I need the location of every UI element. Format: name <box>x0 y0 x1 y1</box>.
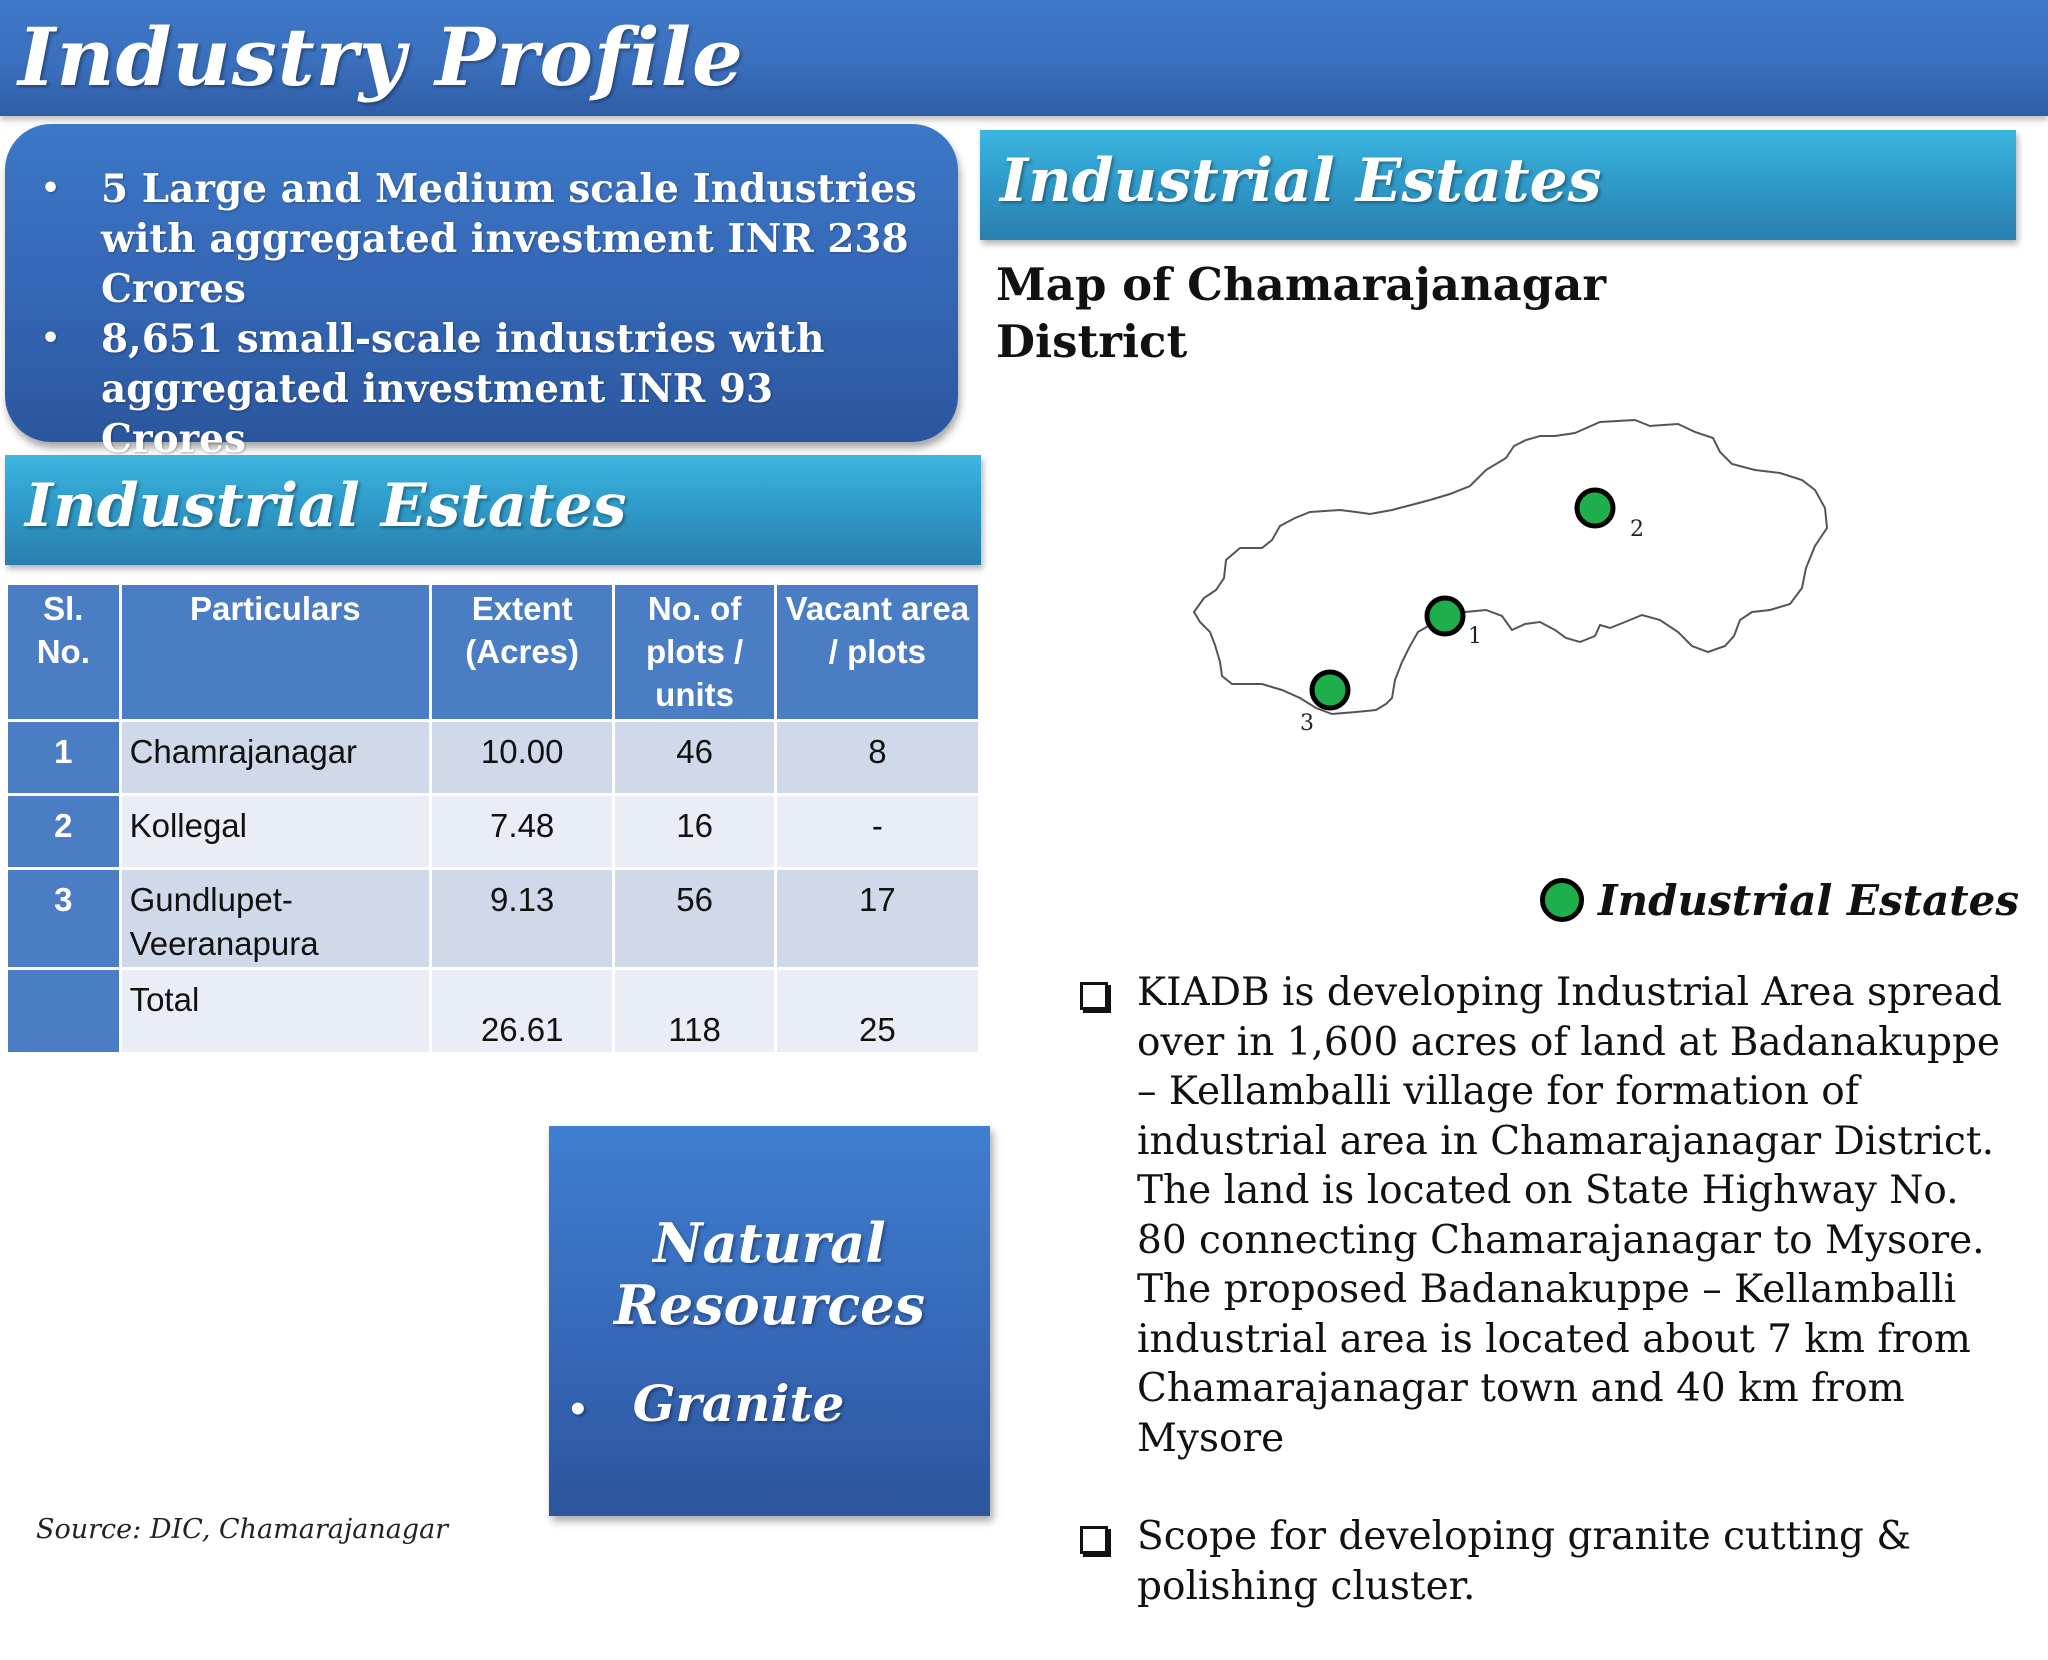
district-outline <box>1192 418 1829 716</box>
row-number: 1 <box>5 719 122 796</box>
industrial-estates-band-left: Industrial Estates <box>5 455 981 565</box>
intro-bullet-text: 5 Large and Medium scale Industries with… <box>101 166 917 312</box>
note-text: Scope for developing granite cutting & p… <box>1137 1514 1912 1609</box>
estate-marker-label: 1 <box>1468 624 1482 649</box>
intro-bullet: • 5 Large and Medium scale Industries wit… <box>41 166 917 312</box>
checkbox-bullet-icon <box>1080 1526 1108 1554</box>
cell-vacant: 8 <box>773 719 982 796</box>
table-header-row: Sl. No. Particulars Extent (Acres) No. o… <box>5 582 982 722</box>
note-item: KIADB is developing Industrial Area spre… <box>1078 968 2008 1463</box>
cell-extent: 10.00 <box>428 719 616 796</box>
title-bar: Industry Profile <box>0 0 2048 116</box>
estate-marker-3 <box>1309 669 1351 711</box>
table-total-row: Total 26.61 118 25 <box>5 967 982 1055</box>
col-header: Extent (Acres) <box>428 582 616 722</box>
section-title: Industrial Estates <box>1000 146 1602 216</box>
estate-marker-1 <box>1424 595 1466 637</box>
cell-particulars: Gundlupet- Veeranapura <box>118 867 432 970</box>
cell-particulars: Chamrajanagar <box>118 719 432 796</box>
marker-layer: 1 2 3 <box>1300 487 1644 736</box>
natural-resources-box: Natural Resources • Granite <box>549 1126 990 1516</box>
cell-vacant: - <box>773 793 982 870</box>
col-header: Sl. No. <box>5 582 122 722</box>
row-number: 2 <box>5 793 122 870</box>
row-number: 3 <box>5 867 122 970</box>
source-note: Source: DIC, Chamarajanagar <box>36 1514 449 1545</box>
col-header: Vacant area / plots <box>773 582 982 722</box>
section-title: Industrial Estates <box>25 471 627 541</box>
natural-resources-title: Natural Resources <box>613 1211 925 1337</box>
col-header: Particulars <box>118 582 432 722</box>
cell-total-plots: 118 <box>612 967 777 1055</box>
cell-total-extent: 26.61 <box>428 967 616 1055</box>
intro-list: • 5 Large and Medium scale Industries wit… <box>41 164 921 464</box>
cell-total-label: Total <box>118 967 432 1055</box>
intro-box: • 5 Large and Medium scale Industries wit… <box>5 124 958 462</box>
estate-marker-label: 2 <box>1630 517 1644 542</box>
table-row: 2 Kollegal 7.48 16 - <box>5 793 982 870</box>
notes-list: KIADB is developing Industrial Area spre… <box>1078 968 2008 1660</box>
cell-extent: 7.48 <box>428 793 616 870</box>
intro-bullet: • 8,651 small-scale industries with aggre… <box>41 316 825 462</box>
map-title: Map of Chamarajanagar District <box>996 258 1607 368</box>
cell-plots: 46 <box>612 719 777 796</box>
note-text: KIADB is developing Industrial Area spre… <box>1137 970 2002 1461</box>
cell-plots: 56 <box>612 867 777 970</box>
legend-marker-icon <box>1540 878 1584 922</box>
cell-vacant: 17 <box>773 867 982 970</box>
table-row: 1 Chamrajanagar 10.00 46 8 <box>5 719 982 796</box>
estate-marker-label: 3 <box>1300 711 1314 736</box>
row-number <box>5 967 122 1055</box>
cell-particulars: Kollegal <box>118 793 432 870</box>
district-map: 1 2 3 <box>1192 418 1829 736</box>
note-item: Scope for developing granite cutting & p… <box>1078 1512 2008 1611</box>
estate-marker-2 <box>1574 487 1616 529</box>
estates-table: Sl. No. Particulars Extent (Acres) No. o… <box>5 582 982 1055</box>
natural-resource-label: Granite <box>632 1374 845 1433</box>
cell-extent: 9.13 <box>428 867 616 970</box>
col-header: No. of plots / units <box>612 582 777 722</box>
natural-resource-item: • Granite <box>567 1374 845 1433</box>
checkbox-bullet-icon <box>1080 982 1108 1010</box>
map-legend: Industrial Estates <box>1540 876 2019 926</box>
cell-total-vacant: 25 <box>773 967 982 1055</box>
industrial-estates-band-right: Industrial Estates <box>980 130 2016 240</box>
cell-plots: 16 <box>612 793 777 870</box>
page-title: Industry Profile <box>18 10 744 104</box>
intro-bullet-text: 8,651 small-scale industries with aggreg… <box>101 316 825 462</box>
legend-label: Industrial Estates <box>1598 876 2020 925</box>
table-row: 3 Gundlupet- Veeranapura 9.13 56 17 <box>5 867 982 970</box>
